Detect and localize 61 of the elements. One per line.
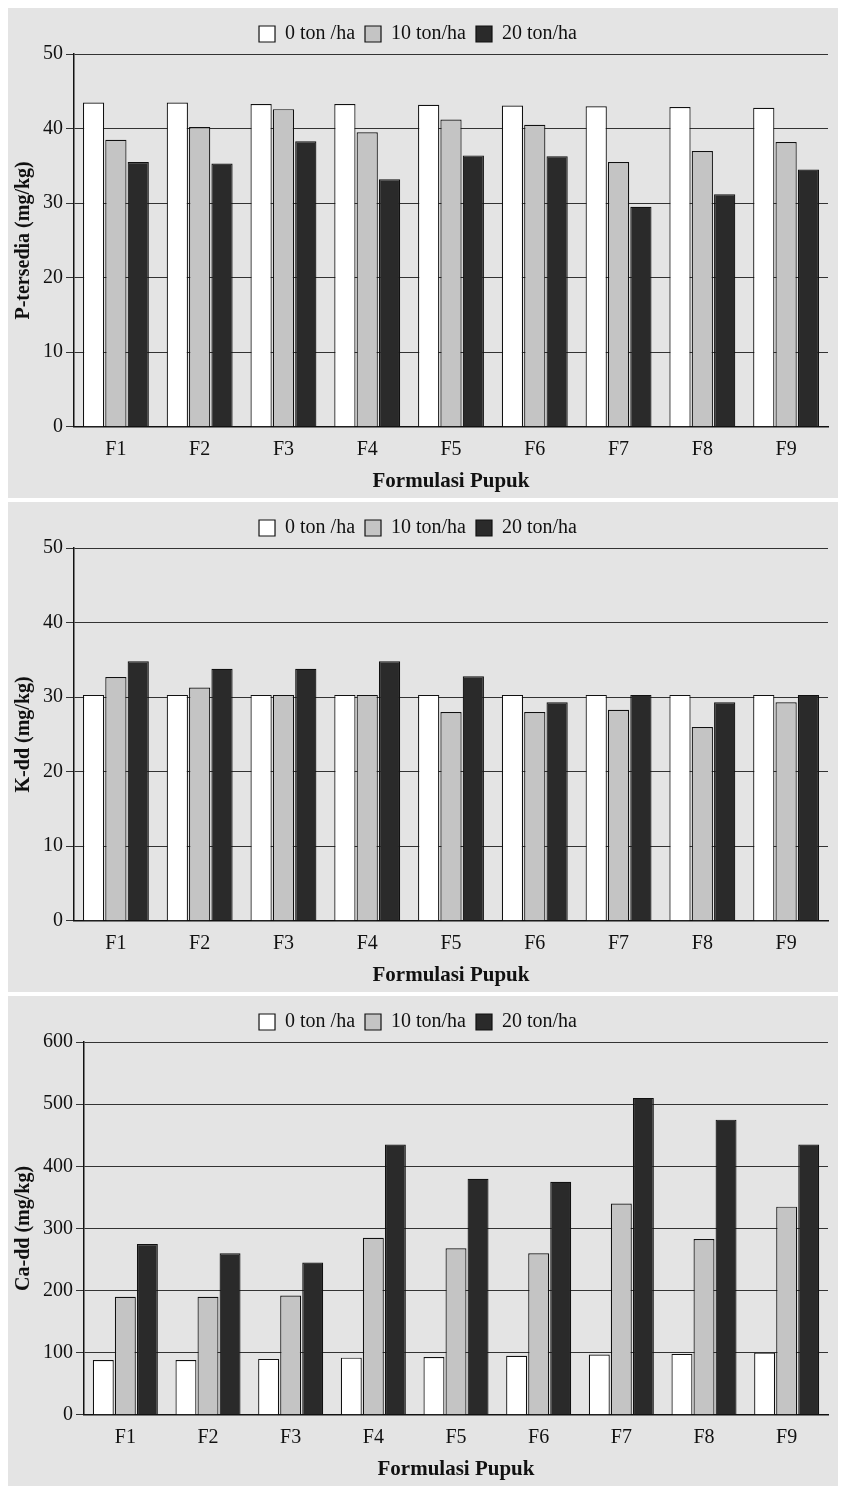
y-axis-title: K-dd (mg/kg)	[11, 676, 35, 793]
y-tick-label: 40	[43, 115, 63, 138]
x-tick-label: F1	[114, 1425, 136, 1448]
x-tick-label: F7	[607, 437, 630, 460]
y-tick-label: 400	[43, 1153, 73, 1176]
legend-label: 20 ton/ha	[502, 515, 578, 538]
y-tick-label: 10	[43, 833, 63, 856]
y-tick-label: 20	[43, 758, 63, 781]
legend-label: 10 ton/ha	[391, 1009, 467, 1032]
x-tick-label: F4	[356, 931, 378, 954]
x-axis-title: Formulasi Pupuk	[372, 961, 530, 986]
x-tick-label: F6	[524, 437, 546, 460]
y-tick-label: 30	[43, 190, 63, 213]
x-tick-label: F6	[524, 931, 546, 954]
x-tick-label: F5	[440, 437, 462, 460]
legend-label: 10 ton/ha	[391, 515, 467, 538]
y-tick-label: 600	[43, 1029, 73, 1052]
x-tick-label: F8	[693, 1425, 715, 1448]
x-tick-label: F6	[528, 1425, 550, 1448]
x-tick-label: F7	[610, 1425, 632, 1448]
y-tick-label: 20	[43, 264, 63, 287]
x-tick-label: F5	[440, 931, 462, 954]
y-tick-label: 100	[43, 1339, 73, 1362]
x-tick-label: F7	[607, 931, 630, 954]
x-tick-label: F3	[272, 437, 295, 460]
x-axis-title: Formulasi Pupuk	[372, 467, 530, 492]
x-tick-label: F1	[105, 931, 127, 954]
y-tick-label: 40	[43, 609, 63, 632]
x-tick-label: F2	[197, 1425, 219, 1448]
x-tick-label: F3	[272, 931, 295, 954]
x-tick-label: F9	[776, 1425, 798, 1448]
y-axis-title: Ca-dd (mg/kg)	[11, 1165, 35, 1291]
y-tick-label: 300	[43, 1215, 73, 1238]
y-tick-label: 500	[43, 1091, 73, 1114]
x-tick-label: F4	[362, 1425, 384, 1448]
y-tick-label: 0	[63, 1402, 73, 1425]
x-tick-label: F1	[105, 437, 127, 460]
y-tick-label: 30	[43, 684, 63, 707]
x-tick-label: F5	[445, 1425, 467, 1448]
x-axis-title: Formulasi Pupuk	[377, 1455, 535, 1480]
x-tick-label: F8	[691, 437, 713, 460]
legend-label: 20 ton/ha	[502, 21, 578, 44]
y-tick-label: 50	[43, 535, 63, 558]
y-tick-label: 10	[43, 339, 63, 362]
x-tick-label: F4	[356, 437, 378, 460]
legend-label: 10 ton/ha	[391, 21, 467, 44]
x-tick-label: F9	[775, 931, 797, 954]
legend-label: 20 ton/ha	[502, 1009, 578, 1032]
x-tick-label: F9	[775, 437, 797, 460]
x-tick-label: F2	[189, 437, 211, 460]
x-tick-label: F3	[280, 1425, 302, 1448]
y-tick-label: 0	[53, 414, 63, 437]
legend-label: 0 ton /ha	[285, 1009, 356, 1032]
x-tick-label: F2	[189, 931, 211, 954]
legend-label: 0 ton /ha	[285, 515, 356, 538]
y-axis-title: P-tersedia (mg/kg)	[11, 161, 35, 320]
y-tick-label: 0	[53, 908, 63, 931]
y-tick-label: 50	[43, 41, 63, 64]
legend-label: 0 ton /ha	[285, 21, 356, 44]
x-tick-label: F8	[691, 931, 713, 954]
y-tick-label: 200	[43, 1277, 73, 1300]
